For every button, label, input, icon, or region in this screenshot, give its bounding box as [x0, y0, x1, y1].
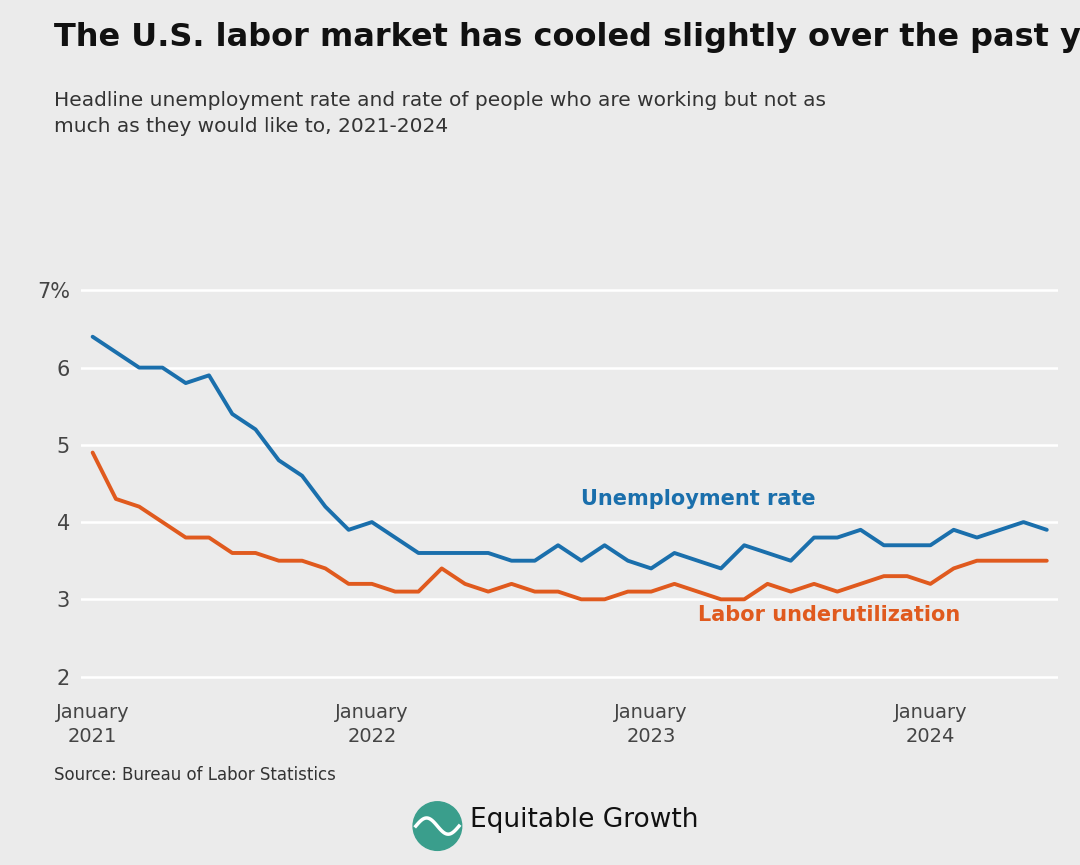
Text: Unemployment rate: Unemployment rate — [581, 489, 816, 509]
Text: The U.S. labor market has cooled slightly over the past year: The U.S. labor market has cooled slightl… — [54, 22, 1080, 53]
Text: Labor underutilization: Labor underutilization — [698, 605, 960, 625]
Text: Equitable Growth: Equitable Growth — [470, 807, 699, 833]
Circle shape — [413, 802, 462, 850]
Text: Source: Bureau of Labor Statistics: Source: Bureau of Labor Statistics — [54, 766, 336, 784]
Text: Headline unemployment rate and rate of people who are working but not as
much as: Headline unemployment rate and rate of p… — [54, 91, 826, 136]
